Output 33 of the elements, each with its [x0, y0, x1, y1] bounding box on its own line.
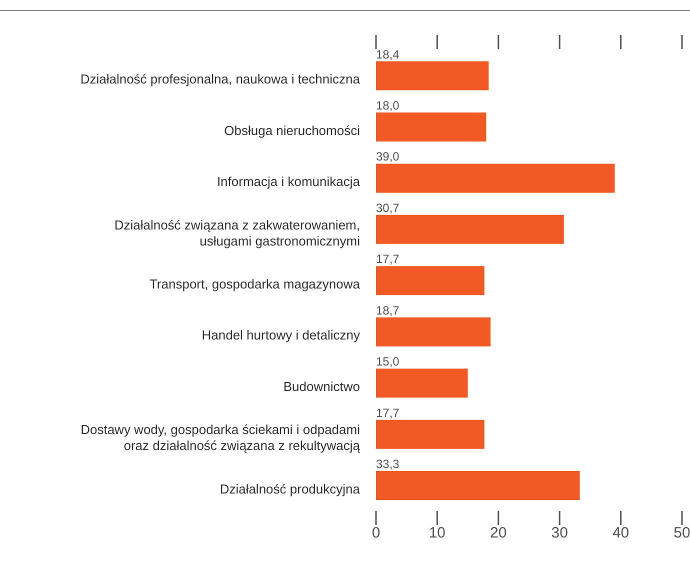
y-tick-label: Informacja i komunikacja — [216, 174, 361, 190]
data-label: 39,0 — [376, 150, 400, 164]
bar — [376, 471, 580, 500]
data-label: 18,7 — [376, 303, 400, 318]
data-label: 18,0 — [376, 98, 400, 112]
bar — [376, 266, 484, 296]
bar — [376, 164, 615, 193]
y-tick-label: Handel hurtowy i detaliczny — [202, 328, 360, 343]
bar — [376, 214, 564, 244]
y-tick-label: Działalność produkcyjna — [220, 481, 361, 496]
data-label: 17,7 — [376, 252, 400, 266]
y-tick-label: Budownictwo — [283, 378, 360, 394]
y-tick-label: Dostawy wody, gospodarka ściekami i odpadami oraz działalność związana z rekultywacją — [80, 422, 361, 454]
x-tick-label: 0 — [372, 524, 380, 542]
data-label: 18,4 — [376, 47, 400, 62]
x-tick-label: 20 — [490, 524, 507, 542]
data-label: 17,7 — [376, 406, 400, 420]
x-tick-label: 50 — [674, 524, 690, 542]
y-tick-label: Działalność profesjonalna, naukowa i techniczna — [80, 72, 361, 87]
x-tick-label: 10 — [428, 524, 446, 542]
x-tick-label: 40 — [612, 524, 630, 542]
data-label: 30,7 — [376, 200, 400, 215]
x-tick-label: 30 — [551, 524, 568, 542]
data-label: 33,3 — [376, 457, 400, 472]
bar — [376, 61, 489, 90]
bar — [376, 317, 490, 346]
data-label: 15,0 — [376, 354, 400, 369]
bar — [376, 420, 484, 449]
y-tick-label: Transport, gospodarka magazynowa — [149, 276, 361, 292]
y-tick-label: Obsługa nieruchomości — [224, 122, 360, 138]
y-tick-label: Działalność związana z zakwaterowaniem, usługami gastronomicznymi — [114, 217, 360, 248]
bar — [376, 112, 486, 142]
bar — [376, 368, 468, 398]
